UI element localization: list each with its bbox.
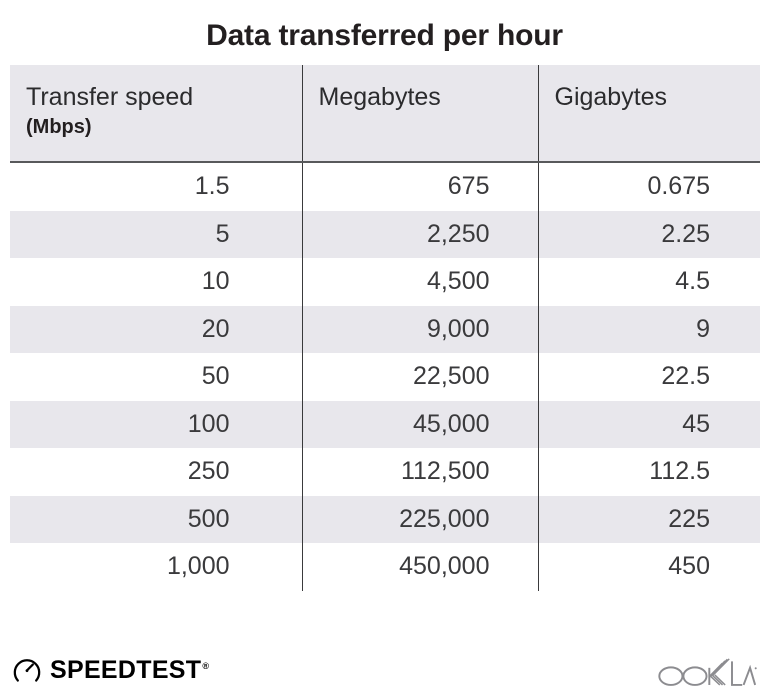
column-header-megabytes-label: Megabytes: [318, 83, 441, 111]
cell-megabytes: 225,000: [301, 495, 538, 543]
speedtest-logo[interactable]: SPEEDTEST®: [12, 654, 209, 686]
cell-transfer-speed: 500: [187, 504, 230, 533]
table-row: 250 112,500 112.5: [10, 448, 760, 496]
cell-gigabytes: 22.5: [537, 353, 760, 401]
cell-transfer-speed: 250: [187, 457, 230, 485]
column-header-transfer-speed: Transfer speed (Mbps): [10, 65, 302, 163]
data-table-container: Transfer speed (Mbps) Megabytes Gigabyte…: [10, 65, 760, 591]
speedtest-wordmark-text: SPEEDTEST: [50, 656, 202, 684]
table-body: 1.5 675 0.675 5 2,250 2.25 10 4,500 4.5 20 9,000 9 5…: [10, 162, 760, 591]
ookla-logo[interactable]: [657, 654, 757, 686]
cell-gigabytes: 450: [537, 543, 760, 591]
table-row: 5 2,250 2.25: [10, 210, 760, 258]
cell-transfer-speed: 1.5: [194, 172, 230, 200]
table-header-row: Transfer speed (Mbps) Megabytes Gigabyte…: [10, 65, 760, 163]
table-row: 500 225,000 225: [10, 495, 760, 543]
cell-transfer-speed: 5: [215, 219, 230, 248]
column-header-transfer-speed-unit: (Mbps): [26, 116, 92, 138]
cell-gigabytes: 112.5: [537, 448, 760, 496]
speedometer-icon: [13, 659, 41, 682]
table-header: Transfer speed (Mbps) Megabytes Gigabyte…: [10, 65, 760, 163]
table-row: 1,000 450,000 450: [10, 543, 760, 591]
cell-megabytes: 4,500: [301, 258, 538, 306]
cell-megabytes: 22,500: [301, 353, 538, 401]
column-header-transfer-speed-label: Transfer speed: [26, 83, 194, 111]
cell-megabytes: 9,000: [301, 305, 538, 353]
cell-megabytes: 45,000: [301, 400, 538, 448]
cell-megabytes: 2,250: [301, 210, 538, 258]
column-header-gigabytes: Gigabytes: [537, 65, 760, 163]
cell-gigabytes: 2.25: [537, 210, 760, 258]
cell-gigabytes: 4.5: [537, 258, 760, 306]
cell-transfer-speed: 100: [187, 409, 230, 438]
cell-transfer-speed: 10: [201, 267, 230, 295]
table-row: 20 9,000 9: [10, 305, 760, 353]
cell-gigabytes: 225: [537, 495, 760, 543]
table-row: 100 45,000 45: [10, 400, 760, 448]
cell-megabytes: 450,000: [301, 543, 538, 591]
ookla-wordmark-icon: [658, 658, 757, 686]
speedtest-wordmark: SPEEDTEST®: [50, 655, 209, 685]
data-table: Transfer speed (Mbps) Megabytes Gigabyte…: [10, 65, 760, 591]
page-title: Data transferred per hour: [206, 19, 563, 52]
speedtest-trademark-symbol: ®: [202, 660, 210, 671]
footer: SPEEDTEST®: [0, 640, 769, 698]
cell-transfer-speed: 1,000: [166, 552, 230, 580]
cell-transfer-speed: 50: [201, 362, 230, 390]
column-header-gigabytes-label: Gigabytes: [554, 83, 668, 111]
table-row: 1.5 675 0.675: [10, 162, 760, 211]
cell-transfer-speed: 20: [201, 314, 230, 343]
cell-gigabytes: 45: [537, 400, 760, 448]
table-row: 10 4,500 4.5: [10, 258, 760, 306]
column-header-megabytes: Megabytes: [301, 65, 538, 163]
table-row: 50 22,500 22.5: [10, 353, 760, 401]
cell-megabytes: 112,500: [301, 448, 538, 496]
cell-gigabytes: 9: [537, 305, 760, 353]
cell-megabytes: 675: [301, 162, 538, 211]
cell-gigabytes: 0.675: [537, 162, 760, 211]
